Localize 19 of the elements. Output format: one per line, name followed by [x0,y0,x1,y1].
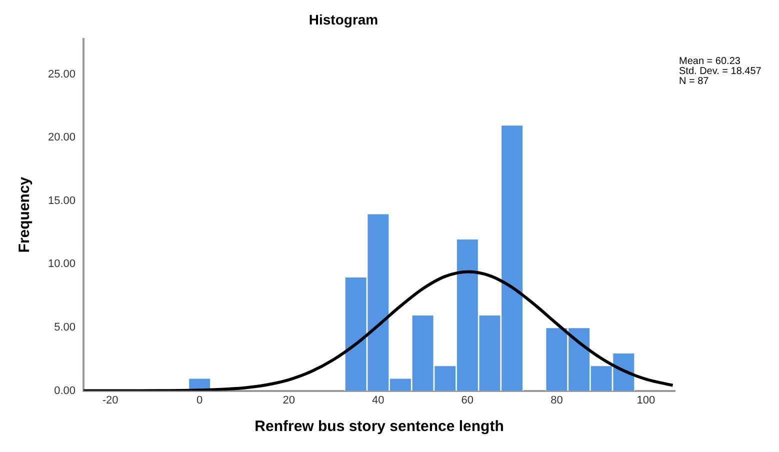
y-axis-title: Frequency [16,176,34,253]
x-tick-label: 100 [636,394,656,406]
y-tick-label: 0.00 [54,384,76,397]
y-tick-label: 20.00 [48,132,76,144]
x-tick-label: -20 [102,394,118,406]
x-axis-title: Renfrew bus story sentence length [254,418,504,436]
x-tick-label: 60 [461,394,474,406]
text: Std. Dev. = 18.457 [679,66,762,77]
text: Mean = 60.23 [679,56,741,67]
x-tick-label: 20 [282,394,295,406]
y-tick-label: 10.00 [48,258,76,270]
y-tick-label: 25.00 [48,68,76,80]
chart-title: Histogram [308,11,378,28]
y-tick-label: 5.00 [54,322,76,334]
y-tick-label: 15.00 [48,194,76,207]
x-tick-label: 40 [372,394,384,406]
x-tick-label: 80 [550,394,563,406]
x-tick-label: 0 [196,394,203,406]
text: N = 87 [679,76,710,87]
